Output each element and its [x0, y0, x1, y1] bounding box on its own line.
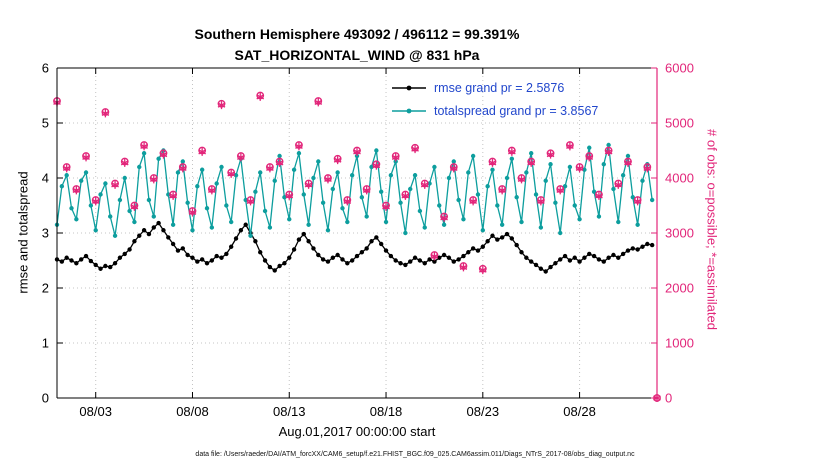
title-line-1: Southern Hemisphere 493092 / 496112 = 99… [194, 26, 520, 42]
axes: 08/03 08/08 08/13 08/18 08/23 08/28 0 1 2 3 4 5 6 0 10… [42, 61, 694, 420]
totalspread-line-sample-icon [392, 108, 426, 113]
svg-text:1000: 1000 [665, 336, 694, 351]
svg-text:5000: 5000 [665, 116, 694, 131]
y-axis-label-left: rmse and totalspread [15, 171, 31, 294]
series-totalspread [54, 142, 655, 238]
svg-text:6: 6 [42, 61, 49, 76]
svg-text:2000: 2000 [665, 281, 694, 296]
svg-text:08/03: 08/03 [79, 404, 112, 419]
y-axis-label-right: # of obs: o=possible; *=assimilated [704, 129, 720, 330]
svg-text:5: 5 [42, 116, 49, 131]
legend-item-totalspread: totalspread grand pr = 3.8567 [390, 99, 598, 122]
svg-text:0: 0 [42, 391, 49, 406]
legend-label-totalspread: totalspread grand pr = 3.8567 [434, 103, 599, 118]
x-axis-label: Aug.01,2017 00:00:00 start [278, 424, 436, 439]
svg-text:08/28: 08/28 [563, 404, 596, 419]
svg-text:08/23: 08/23 [467, 404, 500, 419]
svg-text:3000: 3000 [665, 226, 694, 241]
title-line-2: SAT_HORIZONTAL_WIND @ 831 hPa [234, 47, 480, 63]
svg-text:6000: 6000 [665, 61, 694, 76]
legend-item-rmse: rmse grand pr = 2.5876 [390, 76, 598, 99]
rmse-line-sample-icon [392, 85, 426, 90]
svg-text:4: 4 [42, 171, 49, 186]
svg-text:0: 0 [665, 391, 672, 406]
obs-markers [53, 91, 661, 402]
svg-text:3: 3 [42, 226, 49, 241]
data-file-caption: data file: /Users/raeder/DAI/ATM_forcXX/… [195, 451, 635, 458]
series-rmse [54, 220, 655, 274]
svg-text:08/18: 08/18 [370, 404, 403, 419]
legend: rmse grand pr = 2.5876 totalspread grand… [390, 76, 598, 122]
svg-text:08/08: 08/08 [176, 404, 209, 419]
svg-text:1: 1 [42, 336, 49, 351]
chart-title: Southern Hemisphere 493092 / 496112 = 99… [57, 24, 657, 66]
legend-label-rmse: rmse grand pr = 2.5876 [434, 80, 565, 95]
svg-text:08/13: 08/13 [273, 404, 306, 419]
svg-text:2: 2 [42, 281, 49, 296]
svg-text:4000: 4000 [665, 171, 694, 186]
